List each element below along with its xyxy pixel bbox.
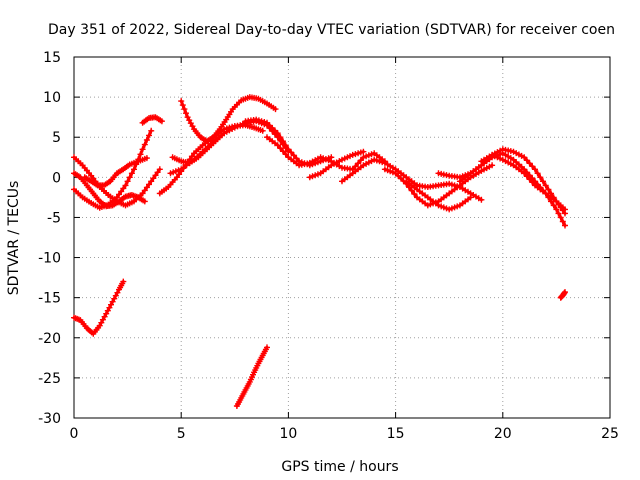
data-point — [259, 127, 266, 134]
series-arc-15 — [403, 178, 474, 213]
data-point — [562, 206, 568, 213]
data-point — [137, 151, 144, 158]
data-point — [179, 102, 186, 109]
series-arc-8 — [178, 94, 279, 145]
data-point — [562, 222, 568, 229]
data-series — [71, 94, 568, 409]
data-point — [264, 344, 270, 351]
data-point — [478, 196, 485, 203]
data-point — [128, 170, 135, 177]
data-point — [141, 141, 148, 148]
y-tick-label: 5 — [52, 130, 61, 146]
y-tick-label: -20 — [38, 331, 61, 347]
data-point — [532, 166, 538, 173]
data-point — [553, 206, 560, 213]
data-point — [143, 155, 150, 162]
data-point — [274, 130, 281, 137]
y-tick-label: -10 — [38, 251, 61, 267]
data-point — [529, 179, 536, 186]
data-point — [131, 166, 137, 173]
data-point — [141, 198, 148, 205]
x-tick-label: 20 — [494, 426, 512, 442]
x-tick-label: 5 — [177, 426, 186, 442]
series-arc-21 — [233, 344, 270, 409]
series-arc-16 — [414, 180, 485, 203]
y-tick-label: 0 — [52, 170, 61, 186]
y-axis-title: SDTVAR / TECUs — [6, 181, 22, 296]
y-tick-label: 10 — [43, 90, 61, 106]
data-point — [146, 181, 152, 188]
data-point — [537, 174, 544, 181]
y-tick-label: -25 — [38, 371, 61, 387]
data-point — [139, 146, 146, 153]
x-tick-label: 10 — [279, 426, 297, 442]
data-point — [562, 289, 568, 296]
series-arc-20 — [71, 278, 127, 337]
series-arc-12 — [306, 148, 367, 181]
data-point — [411, 191, 418, 197]
data-point — [120, 278, 127, 285]
x-tick-label: 0 — [70, 426, 79, 442]
data-point — [272, 106, 279, 113]
series-arc-5 — [139, 114, 165, 126]
series-arc-19 — [478, 151, 568, 213]
data-point — [534, 170, 541, 177]
data-point — [183, 110, 189, 117]
x-tick-label: 15 — [387, 426, 405, 442]
data-point — [408, 187, 415, 194]
x-tick-label: 25 — [601, 426, 619, 442]
series-arc-3 — [71, 170, 148, 210]
series-arc-10 — [242, 116, 335, 169]
data-point — [146, 132, 152, 139]
data-point — [282, 142, 289, 149]
data-point — [156, 166, 163, 173]
chart-title: Day 351 of 2022, Sidereal Day-to-day VTE… — [48, 22, 615, 38]
series-arc-4 — [81, 155, 150, 189]
data-point — [126, 174, 133, 181]
data-point — [148, 127, 155, 134]
plot-frame — [73, 56, 611, 419]
data-point — [557, 214, 564, 221]
data-point — [221, 130, 228, 137]
y-tick-label: -5 — [47, 210, 61, 226]
data-point — [489, 162, 496, 169]
series-arc-13 — [339, 156, 420, 189]
grid-lines — [74, 57, 610, 418]
data-point — [360, 148, 367, 155]
axis-ticks: 0 5 10 15 20 25 15 10 5 0 -5 -10 -15 -20 -25 -30 — [38, 50, 619, 442]
data-point — [559, 218, 566, 225]
y-tick-label: -30 — [38, 411, 61, 427]
data-point — [122, 182, 129, 189]
y-tick-label: 15 — [43, 50, 61, 66]
data-point — [540, 178, 546, 185]
x-axis-title: GPS time / hours — [281, 459, 398, 475]
data-point — [542, 182, 549, 189]
series-arc-22 — [557, 289, 568, 301]
data-point — [277, 134, 284, 141]
data-point — [181, 106, 188, 113]
data-point — [555, 210, 562, 217]
data-point — [124, 178, 131, 185]
data-point — [545, 186, 552, 193]
data-point — [274, 142, 281, 149]
data-point — [158, 118, 165, 125]
data-point — [178, 98, 185, 105]
data-point — [280, 138, 286, 145]
series-arc-9 — [169, 130, 228, 166]
data-point — [114, 289, 121, 296]
y-tick-label: -15 — [38, 291, 61, 307]
data-point — [550, 202, 557, 209]
data-point — [143, 137, 150, 143]
